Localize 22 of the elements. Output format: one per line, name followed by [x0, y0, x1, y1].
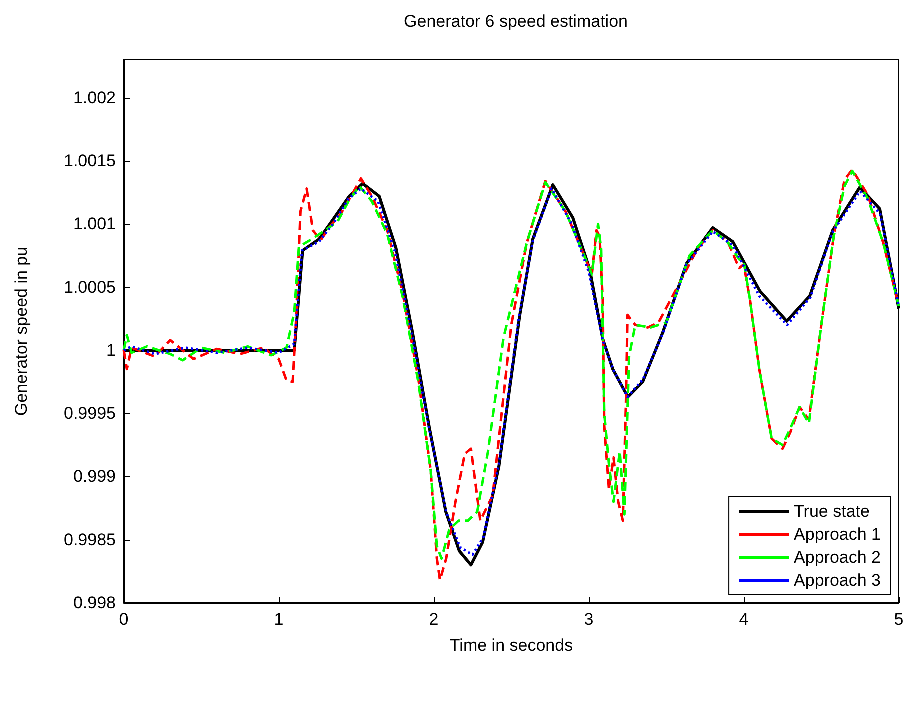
x-tick-label: 3	[584, 610, 594, 629]
x-tick-label: 4	[739, 610, 749, 629]
x-tick-label: 0	[119, 610, 129, 629]
legend-label: Approach 3	[794, 571, 881, 590]
y-tick-label: 0.9985	[64, 530, 116, 550]
legend-label: Approach 1	[794, 525, 881, 544]
x-tick-label: 2	[429, 610, 439, 629]
chart-title: Generator 6 speed estimation	[404, 12, 628, 31]
y-tick-label: 1.001	[73, 214, 116, 234]
y-tick-label: 1.0015	[64, 152, 116, 171]
x-axis-title: Time in seconds	[450, 636, 574, 655]
y-tick-label: 1.0005	[64, 278, 116, 297]
y-tick-label: 0.998	[73, 594, 116, 612]
legend-label: Approach 2	[794, 548, 881, 567]
legend-label: True state	[794, 502, 870, 521]
x-tick-label: 5	[894, 610, 904, 629]
y-axis-title: Generator speed in pu	[12, 246, 31, 416]
y-tick-label: 1	[106, 340, 116, 360]
x-tick-label: 1	[274, 610, 284, 629]
y-tick-label: 0.9995	[64, 404, 116, 424]
y-tick-label: 1.002	[73, 88, 116, 108]
y-tick-label: 0.999	[73, 467, 116, 486]
